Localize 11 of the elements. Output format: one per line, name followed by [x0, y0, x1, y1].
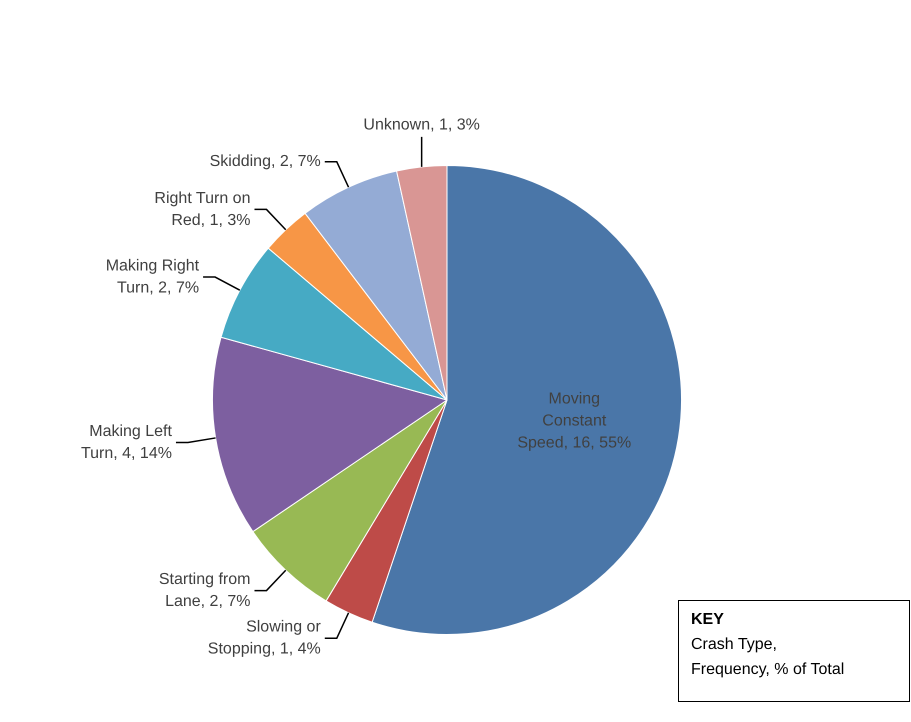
- slice-label: Unknown, 1, 3%: [363, 116, 480, 134]
- slice-label: Slowing or Stopping, 1, 4%: [208, 618, 322, 658]
- slice-label: Moving Constant Speed, 16, 55%: [517, 390, 632, 452]
- slice-label: Right Turn on Red, 1, 3%: [154, 190, 250, 229]
- slice-label: Skidding, 2, 7%: [210, 153, 321, 170]
- text: KEY: [691, 610, 725, 630]
- slice-label: Making Left Turn, 4, 14%: [80, 422, 173, 462]
- slice-label: Starting from Lane, 2, 7%: [158, 570, 250, 610]
- slice-label: Making Right Turn, 2, 7%: [106, 257, 200, 296]
- text: Crash Type,: [691, 635, 778, 655]
- text: Frequency, % of Total: [691, 660, 846, 680]
